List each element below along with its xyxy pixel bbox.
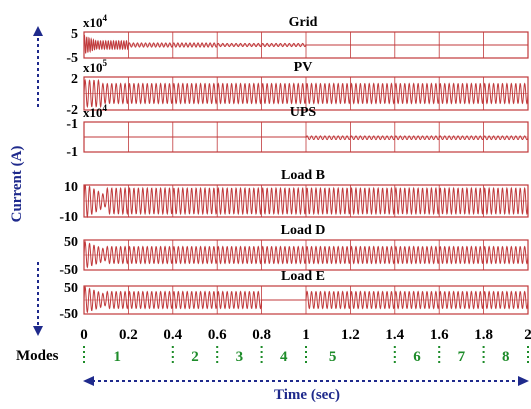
mode-number: 7 <box>458 349 466 365</box>
panel-title: Load B <box>281 168 325 183</box>
y-tick-label: -50 <box>59 307 78 322</box>
mode-number: 2 <box>191 349 199 365</box>
series-line <box>83 285 529 314</box>
mode-number: 8 <box>502 349 510 365</box>
mode-number: 5 <box>329 349 337 365</box>
series-line <box>83 184 529 219</box>
x-tick-label: 2 <box>524 327 531 343</box>
y-tick-label: -1 <box>66 145 78 160</box>
x-tick-label: 0.2 <box>119 327 138 343</box>
y-tick-label: 5 <box>71 27 78 42</box>
panel-load-e: Load E 50 -50 <box>59 269 529 322</box>
arrow-right-icon <box>518 376 529 386</box>
x-tick-label: 0.4 <box>163 327 182 343</box>
x-tick-label: 1.6 <box>430 327 449 343</box>
x-tick-label: 1.8 <box>474 327 493 343</box>
y-tick-label: 10 <box>64 180 78 195</box>
x-axis-label-group: Time (sec) <box>83 376 529 403</box>
mode-number: 4 <box>280 349 288 365</box>
x-tick-label: 1.4 <box>385 327 404 343</box>
y-tick-label: -2 <box>66 103 78 118</box>
x-tick-label: 0.6 <box>208 327 227 343</box>
panel-title: Load D <box>281 223 326 238</box>
modes-row: Modes 1 2 3 4 5 6 7 8 <box>16 346 529 366</box>
mode-number: 6 <box>413 349 421 365</box>
panel-ups: UPS x104 -1 -1 <box>66 103 529 160</box>
x-axis-group: 0 0.2 0.4 0.6 0.8 1 1.2 1.4 1.6 1.8 2 <box>80 327 531 343</box>
arrow-left-icon <box>83 376 94 386</box>
x-axis-label: Time (sec) <box>274 387 340 403</box>
y-tick-label: 2 <box>71 72 78 87</box>
x-tick-label: 0 <box>80 327 88 343</box>
y-tick-label: 50 <box>64 281 78 296</box>
y-axis-label: Current (A) <box>9 146 25 223</box>
series-line <box>84 135 529 141</box>
x-tick-label: 1.2 <box>341 327 360 343</box>
x-tick-label: 0.8 <box>252 327 271 343</box>
series-line <box>83 240 529 269</box>
arrow-up-icon <box>33 26 43 36</box>
y-tick-label: -5 <box>66 51 78 66</box>
panel-load-b: Load B 10 -10 <box>59 168 529 225</box>
scale-multiplier: x104 <box>83 103 108 120</box>
mode-number: 1 <box>114 349 122 365</box>
scale-multiplier: x104 <box>83 13 108 30</box>
y-tick-label: -1 <box>66 117 78 132</box>
panels-group: Grid x104 5 -5 PV x105 2 -2 UPS x104 -1 -1 Load B 10 -… <box>59 13 529 322</box>
panel-title: PV <box>294 60 313 75</box>
x-tick-label: 1 <box>302 327 310 343</box>
panel-load-d: Load D 50 -50 <box>59 223 529 278</box>
y-tick-label: 50 <box>64 235 78 250</box>
panel-title: Load E <box>281 269 325 284</box>
scale-multiplier: x105 <box>83 58 108 75</box>
series-line <box>83 34 528 54</box>
scale-exponent: 5 <box>103 58 108 68</box>
arrow-down-icon <box>33 326 43 336</box>
panel-grid: Grid x104 5 -5 <box>66 13 529 66</box>
y-tick-label: -10 <box>59 210 78 225</box>
series-line <box>83 78 529 109</box>
scale-exponent: 4 <box>103 13 108 23</box>
panel-title: Grid <box>289 15 318 30</box>
panel-title: UPS <box>290 105 317 120</box>
y-tick-label: -50 <box>59 263 78 278</box>
scale-exponent: 4 <box>103 103 108 113</box>
mode-number: 3 <box>236 349 244 365</box>
panel-pv: PV x105 2 -2 <box>66 58 529 118</box>
y-axis-label-group: Current (A) <box>9 26 43 336</box>
modes-label: Modes <box>16 348 59 364</box>
